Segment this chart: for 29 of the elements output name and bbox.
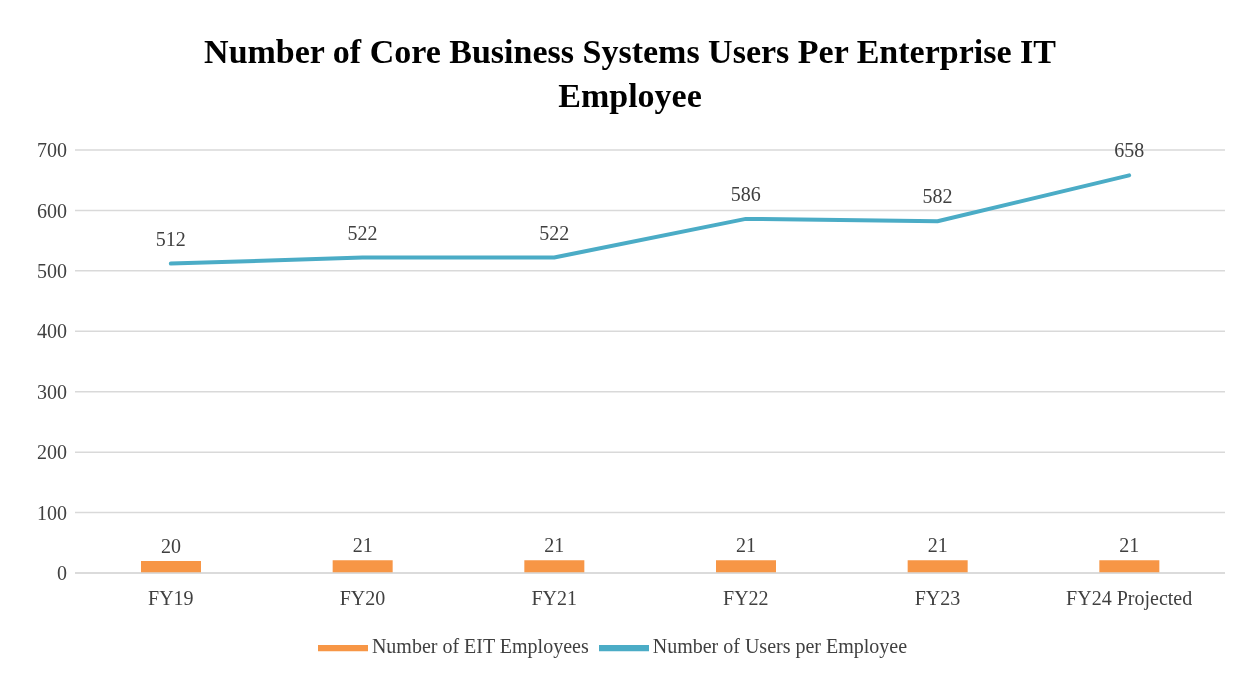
data-label: 658 [1114,139,1145,162]
y-tick-label: 200 [37,441,67,464]
data-label: 586 [730,182,761,205]
y-tick-label: 100 [37,501,67,524]
x-tick-label: FY23 [914,587,961,610]
legend-label: Number of Users per Employee [652,634,908,657]
data-label: 512 [155,227,186,250]
legend-label: Number of EIT Employees [371,634,589,657]
data-label: 21 [736,534,756,557]
x-tick-label: FY24 Projected [1066,587,1193,611]
x-tick-label: FY19 [148,587,194,610]
x-tick-label: FY20 [339,587,386,610]
y-tick-label: 500 [37,259,67,282]
data-label: 21 [1119,534,1140,557]
y-tick-label: 700 [37,139,67,162]
data-label: 20 [161,534,181,557]
y-tick-label: 0 [57,562,67,585]
data-label: 522 [539,221,570,244]
data-label: 21 [927,534,948,557]
y-tick-label: 400 [37,320,67,343]
data-label: 522 [347,221,378,244]
data-label: 21 [544,534,565,557]
y-tick-label: 600 [37,199,67,222]
chart-title: Number of Core Business Systems Users Per Enterprise IT Employee [203,32,1057,116]
x-tick-label: FY21 [531,587,577,610]
data-label: 21 [352,534,373,557]
x-tick-label: FY22 [723,587,769,610]
data-label: 582 [922,185,953,208]
y-tick-label: 300 [37,380,67,403]
